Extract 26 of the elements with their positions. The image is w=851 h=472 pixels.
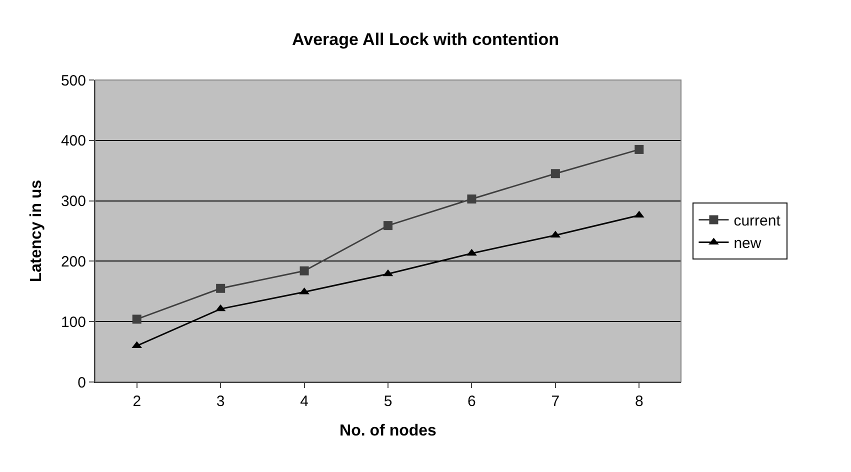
point: [466, 248, 477, 256]
x-tick-label: 2: [132, 393, 142, 410]
point: [467, 194, 476, 204]
y-axis-title: Latency in us: [28, 180, 45, 282]
y-tick-label: 300: [60, 193, 86, 210]
legend-label: new: [734, 235, 762, 252]
y-tick-label: 0: [78, 374, 86, 392]
point: [550, 169, 560, 178]
y-tick-label: 400: [60, 132, 86, 150]
legend-label: current: [734, 212, 782, 230]
point: [300, 266, 309, 276]
point: [132, 314, 142, 324]
x-tick-label: 3: [216, 393, 225, 410]
x-tick-label: 4: [300, 393, 308, 410]
point: [384, 221, 392, 230]
x-tick-label: 6: [468, 393, 476, 410]
y-tick-label: 200: [60, 253, 86, 270]
point: [216, 284, 226, 293]
x-tick-label: 5: [384, 393, 392, 410]
y-tick-label: 500: [60, 72, 86, 90]
chart-title: Average All Lock with contention: [292, 30, 559, 49]
y-tick-label: 100: [60, 314, 86, 331]
x-tick-label: 8: [634, 393, 644, 410]
point: [634, 144, 644, 154]
x-axis-title: No. of nodes: [340, 422, 437, 440]
x-tick-label: 7: [551, 393, 560, 410]
